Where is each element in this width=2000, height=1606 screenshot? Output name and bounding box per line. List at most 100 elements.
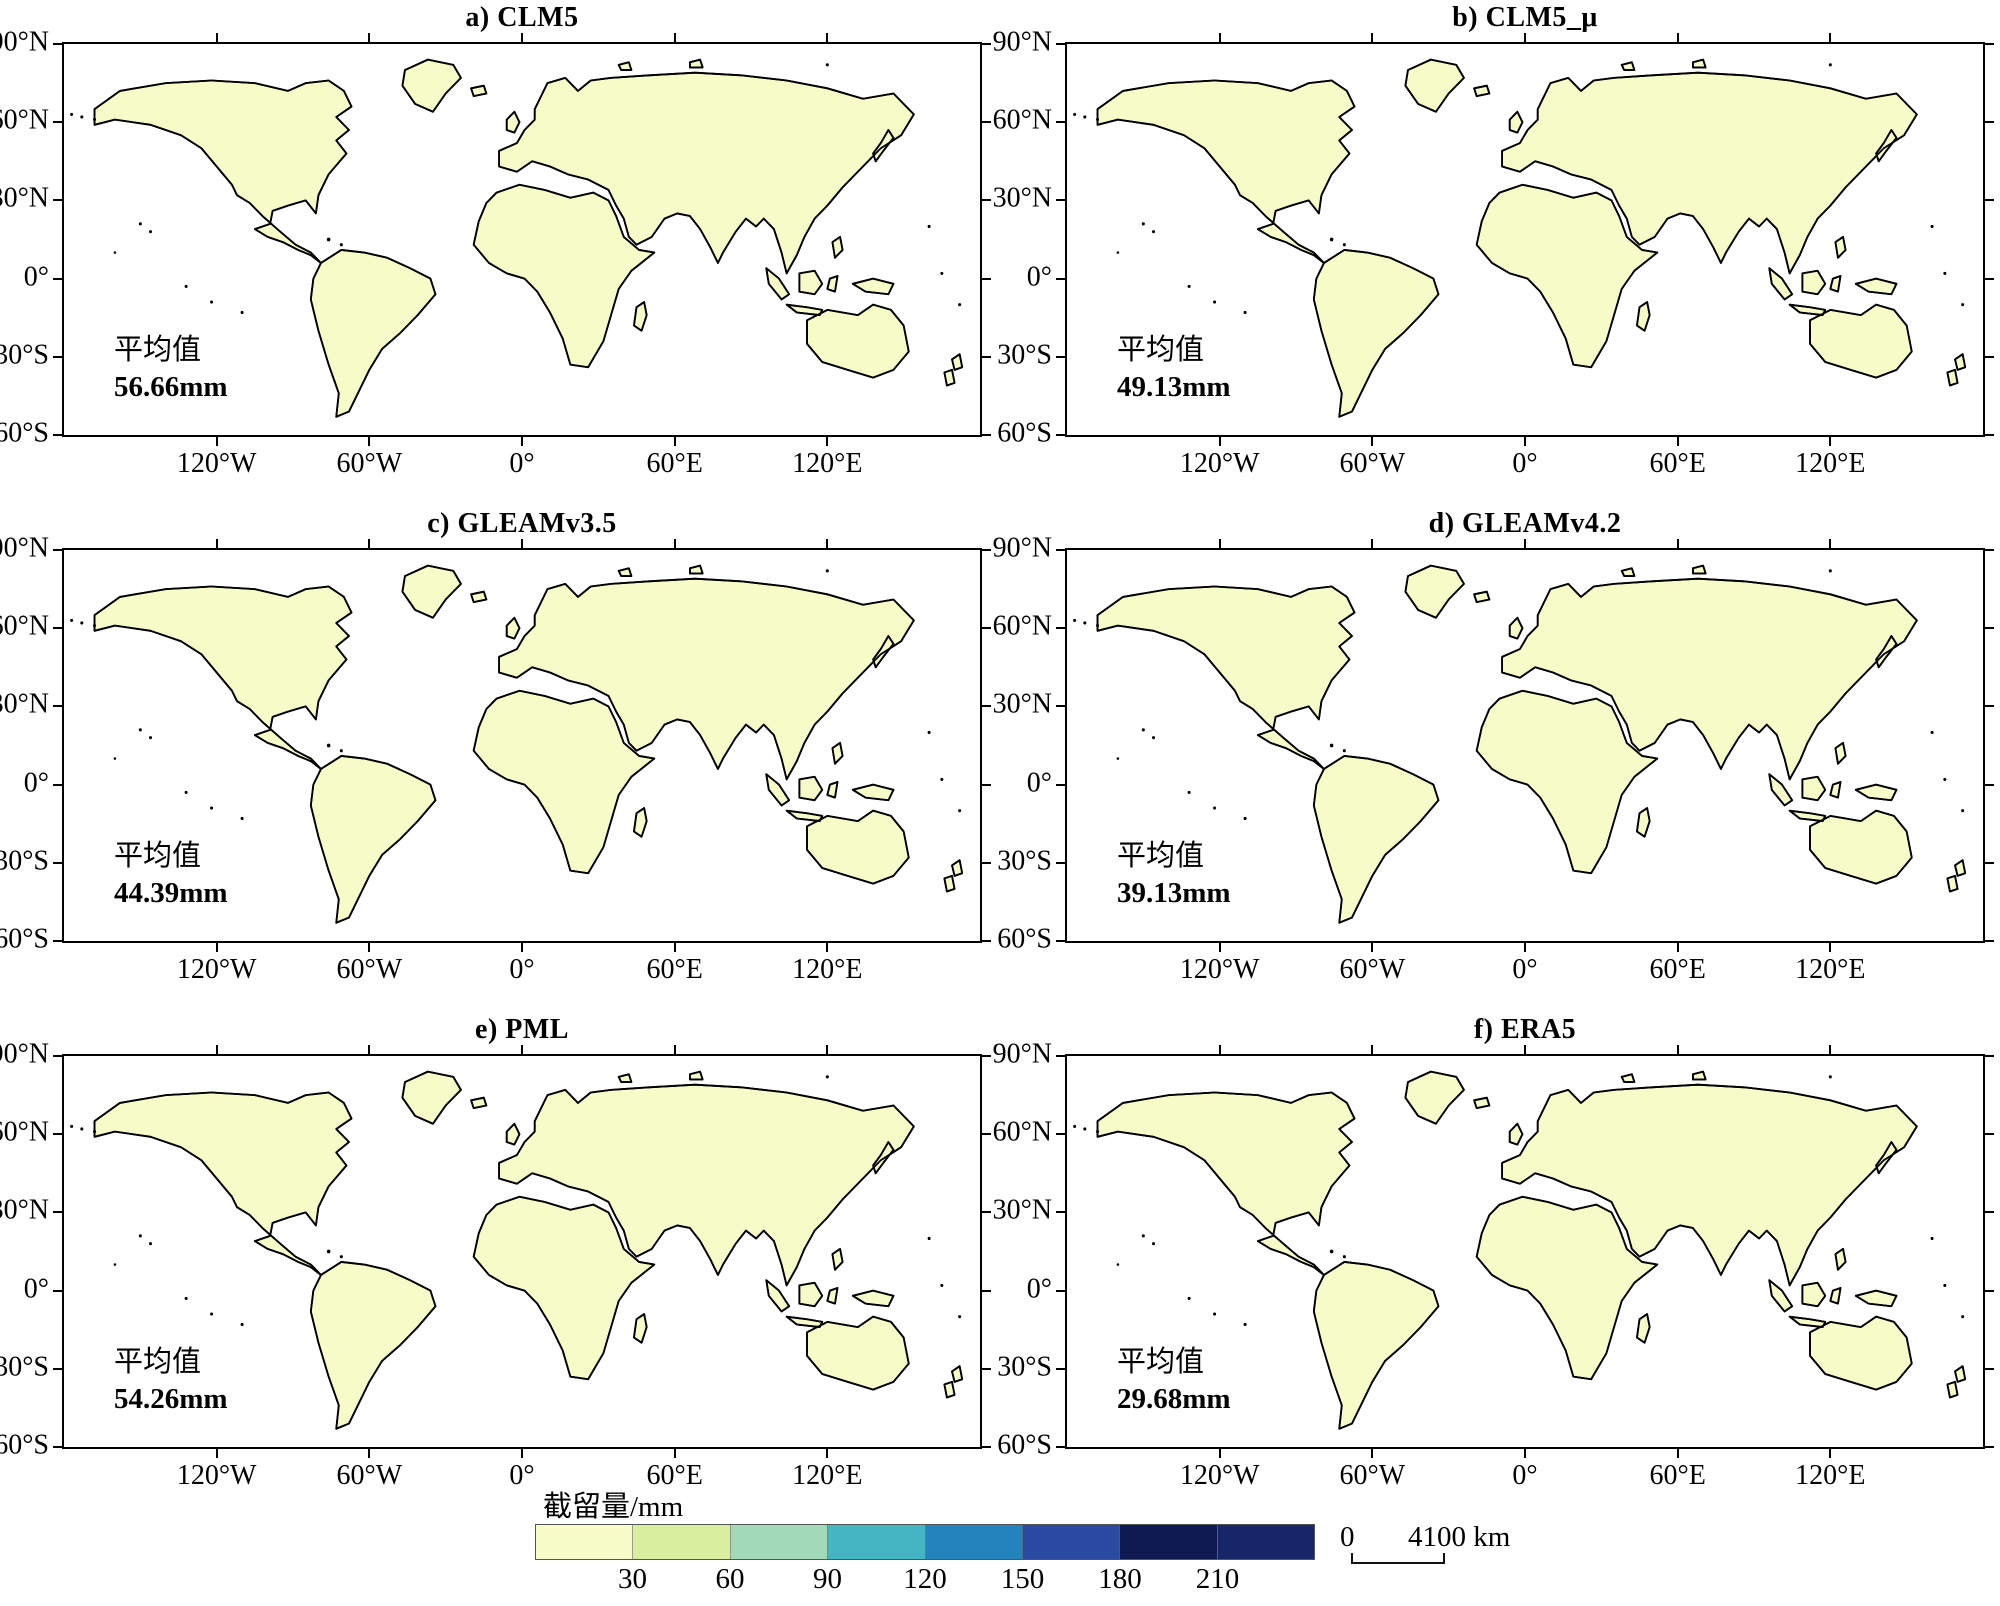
colorbar-tick-label: 180	[1098, 1563, 1142, 1595]
y-axis-tick	[982, 355, 991, 358]
y-axis-tick	[982, 434, 991, 436]
y-axis-tick	[1985, 355, 1994, 358]
mean-caption: 平均值	[114, 1346, 202, 1378]
colorbar-segment	[729, 1525, 828, 1559]
x-axis-tick	[1524, 1449, 1526, 1458]
x-axis-tick	[521, 33, 523, 42]
mean-caption: 平均值	[114, 840, 202, 872]
x-tick-label: 60°W	[1339, 1460, 1406, 1491]
y-axis-tick	[1056, 1367, 1065, 1370]
x-axis-tick	[1829, 1449, 1832, 1458]
y-tick-label: 90°N	[992, 26, 1052, 58]
x-axis-tick	[673, 437, 676, 446]
panel-title: b) CLM5_μ	[1452, 2, 1598, 33]
x-axis-tick	[1218, 539, 1221, 548]
y-axis-tick	[1985, 199, 1994, 202]
y-tick-label: 30°S	[997, 845, 1052, 877]
y-axis-tick	[53, 783, 62, 786]
map-panel: e) PML 平均值 54.26mm 90°N 60°N 30°N 0° 30°S 60°…	[0, 1014, 991, 1491]
y-axis-tick	[1985, 1055, 1994, 1057]
x-axis-tick	[826, 1449, 829, 1458]
x-axis-tick	[1676, 437, 1679, 446]
y-tick-label: 30°S	[0, 339, 49, 371]
colorbar-label: 截留量/mm	[543, 1491, 684, 1523]
x-tick-label: 60°W	[336, 954, 403, 985]
y-axis-tick	[53, 121, 62, 124]
panel-title: e) PML	[475, 1014, 569, 1045]
x-axis-tick	[1371, 539, 1374, 548]
colorbar-segment	[1021, 1525, 1120, 1559]
y-tick-label: 0°	[23, 261, 49, 293]
x-tick-label: 60°E	[646, 954, 703, 985]
y-tick-label: 30°N	[992, 1195, 1052, 1227]
y-axis-tick	[1056, 199, 1065, 202]
x-axis-tick	[1829, 539, 1832, 548]
x-axis-tick	[673, 943, 676, 952]
x-axis-tick	[673, 1045, 676, 1054]
y-axis-tick	[1056, 1211, 1065, 1214]
x-tick-label: 60°W	[336, 1460, 403, 1491]
y-axis-tick	[1056, 355, 1065, 358]
y-axis-tick	[1056, 1446, 1065, 1448]
y-tick-label: 60°S	[0, 1429, 49, 1461]
x-axis-tick	[521, 943, 523, 952]
colorbar-tick-label: 210	[1195, 1563, 1240, 1595]
map-plot-area: 平均值 54.26mm 90°N 60°N 30°N 0° 30°S 60°S 120°W 6…	[0, 1039, 991, 1491]
y-axis-tick	[982, 43, 991, 45]
y-axis-tick	[982, 1367, 991, 1370]
mean-caption: 平均值	[114, 334, 202, 366]
x-axis-tick	[1524, 437, 1526, 446]
mean-annotation: 平均值 29.68mm	[1117, 1344, 1231, 1418]
mean-value: 39.13mm	[1117, 877, 1231, 909]
map-plot-area: 平均值 44.39mm 90°N 60°N 30°N 0° 30°S 60°S 120°W 6…	[0, 533, 991, 985]
colorbar-segment	[924, 1525, 1022, 1559]
mean-annotation: 平均值 44.39mm	[114, 838, 228, 912]
y-axis-tick	[53, 1055, 62, 1057]
y-tick-label: 0°	[23, 767, 49, 799]
colorbar	[535, 1524, 1315, 1560]
x-axis-tick	[215, 1045, 218, 1054]
y-tick-label: 30°S	[0, 845, 49, 877]
x-axis-tick	[1371, 1045, 1374, 1054]
x-axis-tick	[1676, 943, 1679, 952]
x-axis-tick	[368, 437, 371, 446]
y-axis-tick	[982, 121, 991, 124]
x-tick-label: 120°W	[176, 448, 257, 479]
x-axis-tick	[1829, 943, 1832, 952]
x-axis-tick	[521, 539, 523, 548]
scalebar-bracket	[1351, 1553, 1445, 1564]
y-axis-tick	[1985, 1211, 1994, 1214]
x-axis-tick	[1676, 33, 1679, 42]
x-axis-tick	[1676, 539, 1679, 548]
y-tick-label: 60°S	[997, 417, 1052, 449]
mean-caption: 平均值	[1117, 840, 1205, 872]
mean-annotation: 平均值 39.13mm	[1117, 838, 1231, 912]
y-tick-label: 0°	[1026, 261, 1052, 293]
x-axis-tick	[215, 539, 218, 548]
x-axis-tick	[1829, 1045, 1832, 1054]
y-axis-tick	[982, 627, 991, 630]
y-axis-tick	[1056, 940, 1065, 942]
y-tick-label: 60°N	[992, 104, 1052, 136]
y-axis-tick	[53, 355, 62, 358]
y-tick-label: 0°	[23, 1273, 49, 1305]
y-axis-tick	[1056, 1289, 1065, 1292]
colorbar-tick-label: 60	[715, 1563, 745, 1595]
y-tick-label: 90°N	[992, 1038, 1052, 1070]
y-tick-label: 90°N	[0, 532, 49, 564]
y-axis-tick	[1056, 277, 1065, 280]
x-axis-tick	[368, 1045, 371, 1054]
x-tick-label: 0°	[509, 954, 535, 985]
y-tick-label: 30°N	[0, 1195, 49, 1227]
x-axis-tick	[826, 1045, 829, 1054]
y-axis-tick	[1985, 434, 1994, 436]
y-axis-tick	[1985, 121, 1994, 124]
y-axis-tick	[1985, 549, 1994, 551]
y-axis-tick	[53, 277, 62, 280]
x-axis-tick	[1218, 33, 1221, 42]
x-axis-tick	[521, 1449, 523, 1458]
y-tick-label: 60°S	[997, 1429, 1052, 1461]
x-axis-tick	[521, 437, 523, 446]
map-plot-area: 平均值 56.66mm 90°N 60°N 30°N 0° 30°S 60°S 120°W 6…	[0, 27, 991, 479]
x-tick-label: 120°W	[176, 1460, 257, 1491]
